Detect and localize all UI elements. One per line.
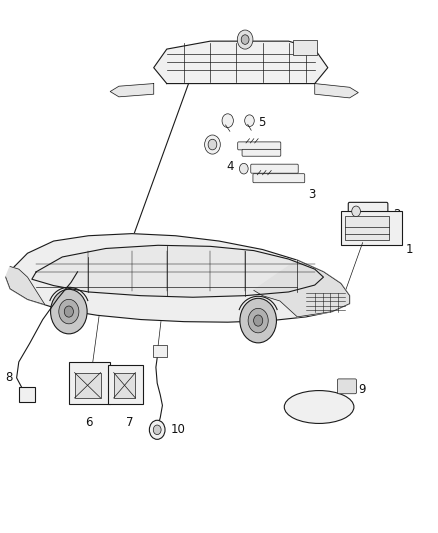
Circle shape xyxy=(254,315,263,326)
Text: 5: 5 xyxy=(258,116,265,129)
Polygon shape xyxy=(32,245,323,297)
Circle shape xyxy=(245,115,254,126)
Polygon shape xyxy=(254,260,350,317)
Text: 6: 6 xyxy=(85,416,92,429)
Circle shape xyxy=(205,135,220,154)
Text: 9: 9 xyxy=(358,383,366,396)
FancyBboxPatch shape xyxy=(19,387,35,402)
FancyBboxPatch shape xyxy=(251,164,298,173)
Polygon shape xyxy=(315,84,358,98)
Polygon shape xyxy=(154,41,328,84)
Polygon shape xyxy=(110,84,154,97)
Circle shape xyxy=(222,114,233,127)
FancyBboxPatch shape xyxy=(153,345,167,357)
Circle shape xyxy=(149,420,165,439)
Circle shape xyxy=(240,298,276,343)
FancyBboxPatch shape xyxy=(74,373,101,398)
Circle shape xyxy=(208,139,217,150)
Text: 10: 10 xyxy=(171,423,186,437)
FancyBboxPatch shape xyxy=(293,39,317,55)
Circle shape xyxy=(153,425,161,434)
Circle shape xyxy=(248,308,268,333)
FancyBboxPatch shape xyxy=(345,216,389,240)
Text: 8: 8 xyxy=(6,372,13,384)
FancyBboxPatch shape xyxy=(348,203,388,220)
FancyBboxPatch shape xyxy=(242,149,281,156)
Text: 2: 2 xyxy=(393,208,401,221)
Polygon shape xyxy=(6,233,350,322)
Circle shape xyxy=(241,35,249,44)
Polygon shape xyxy=(6,266,45,305)
Text: 3: 3 xyxy=(308,188,316,201)
Circle shape xyxy=(64,306,74,317)
Ellipse shape xyxy=(284,391,354,423)
FancyBboxPatch shape xyxy=(238,142,281,150)
FancyBboxPatch shape xyxy=(114,373,135,398)
Circle shape xyxy=(237,30,253,49)
Circle shape xyxy=(50,289,87,334)
FancyBboxPatch shape xyxy=(341,211,402,245)
Text: 4: 4 xyxy=(226,160,233,173)
FancyBboxPatch shape xyxy=(108,365,143,405)
Text: 1: 1 xyxy=(406,243,413,256)
Text: 7: 7 xyxy=(126,416,134,429)
Circle shape xyxy=(240,164,248,174)
FancyBboxPatch shape xyxy=(337,379,357,394)
FancyBboxPatch shape xyxy=(69,362,110,405)
FancyBboxPatch shape xyxy=(253,174,305,183)
Circle shape xyxy=(352,206,360,216)
Circle shape xyxy=(59,300,79,324)
